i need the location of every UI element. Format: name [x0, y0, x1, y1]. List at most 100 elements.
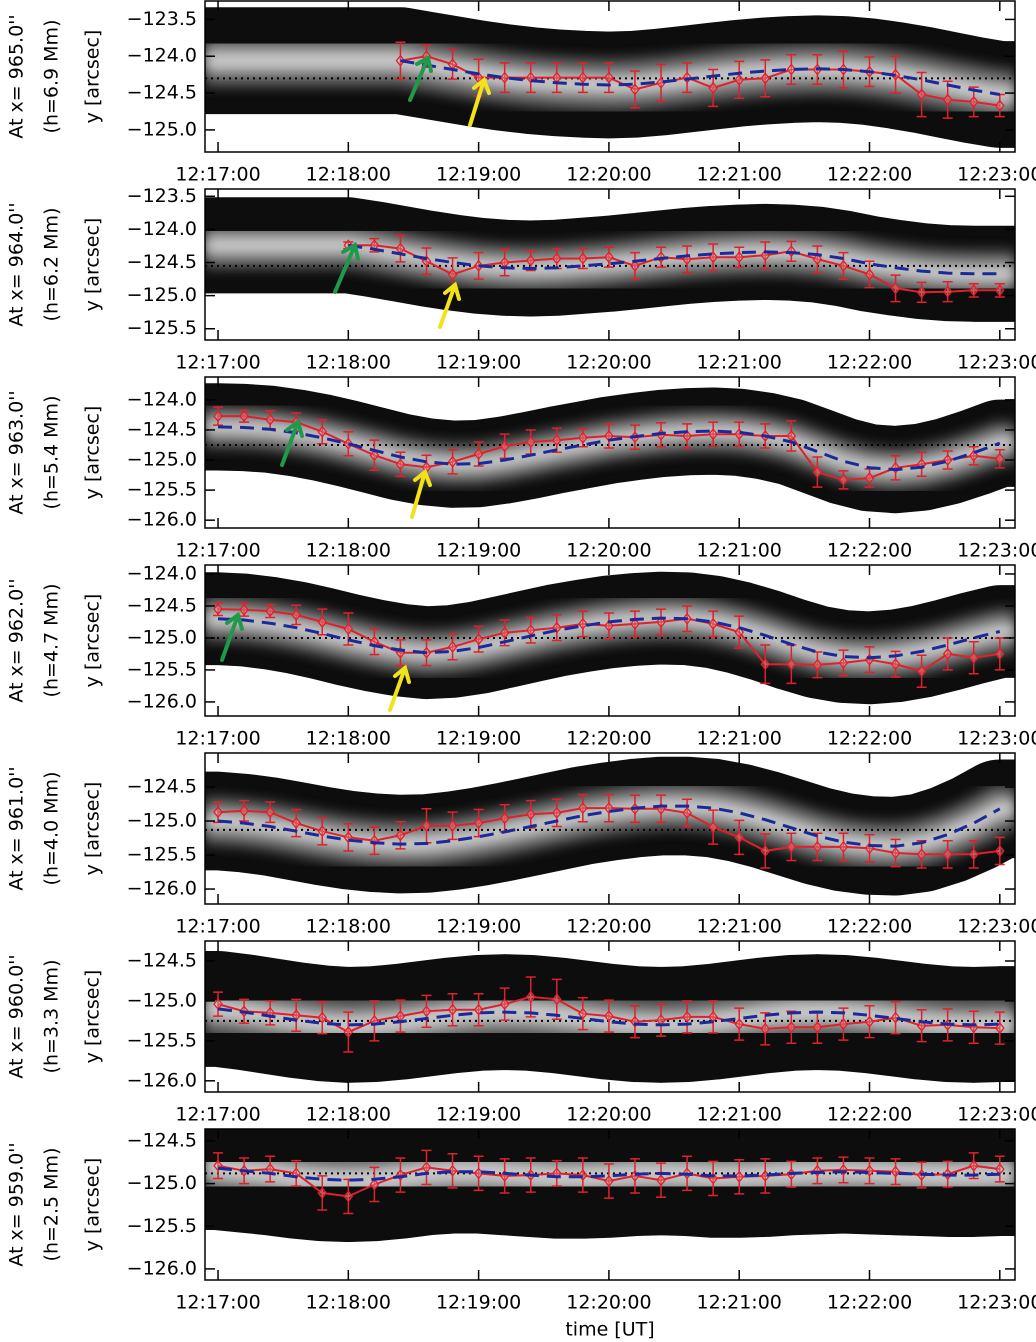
- arrow: [438, 281, 461, 329]
- data-point: [812, 253, 823, 266]
- side-label: At x= 959.0'': [6, 1142, 28, 1266]
- data-point: [473, 633, 484, 646]
- data-point: [369, 449, 380, 462]
- y-tick-label: −126.0: [127, 878, 197, 900]
- side-label: At x= 960.0'': [6, 954, 28, 1078]
- data-point: [968, 1159, 979, 1172]
- data-point: [734, 251, 745, 264]
- data-point: [578, 252, 588, 265]
- x-tick-label: 12:20:00: [566, 1104, 651, 1126]
- error-bar: [994, 1011, 1005, 1045]
- side-label: At x= 965.0'': [6, 14, 28, 138]
- error-bar: [682, 423, 693, 449]
- error-bar: [603, 423, 614, 449]
- data-point: [578, 802, 588, 815]
- error-bar: [603, 612, 614, 640]
- error-bar: [525, 62, 536, 94]
- x-tick-label: 12:22:00: [827, 540, 912, 562]
- error-bar: [656, 608, 667, 636]
- x-tick-label: 12:23:00: [957, 164, 1036, 186]
- error-bar: [994, 1155, 1005, 1183]
- panel: −123.5 −124.0 −124.5 −125.0 12:17:00 12:18:00…: [6, 0, 1036, 186]
- error-bar: [734, 60, 745, 99]
- height-label: (h=6.2 Mm): [41, 208, 63, 322]
- arrow: [280, 418, 304, 467]
- data-point: [499, 71, 510, 84]
- x-tick-label: 12:22:00: [827, 916, 912, 938]
- height-label: (h=3.3 Mm): [41, 960, 63, 1074]
- y-tick-label: −123.5: [127, 185, 197, 207]
- data-point: [551, 806, 562, 819]
- y-tick-label: −124.0: [127, 218, 197, 240]
- error-bar: [369, 439, 380, 471]
- data-point: [916, 665, 927, 678]
- error-bar: [838, 649, 849, 677]
- plot-area: [205, 189, 1015, 340]
- y-tick-label: −124.5: [127, 418, 197, 440]
- x-tick-label: 12:19:00: [436, 1104, 521, 1126]
- error-bar: [942, 839, 953, 869]
- data-point: [578, 1007, 588, 1020]
- y-tick-label: −125.0: [127, 284, 197, 306]
- data-line: [348, 244, 1000, 294]
- x-tick-label: 12:17:00: [175, 164, 260, 186]
- y-tick-label: −126.0: [127, 509, 197, 531]
- data-point: [447, 819, 458, 832]
- error-bar: [734, 1158, 745, 1195]
- x-tick-label: 12:17:00: [175, 352, 260, 374]
- x-tick-label: 12:17:00: [175, 1292, 260, 1314]
- data-point: [838, 1018, 849, 1031]
- data-point: [916, 88, 927, 101]
- error-bar: [864, 260, 875, 289]
- y-tick-label: −124.5: [127, 251, 197, 273]
- error-bar: [864, 833, 875, 863]
- x-tick-label: 12:19:00: [436, 1292, 521, 1314]
- data-point: [291, 608, 302, 621]
- panel: −124.0 −124.5 −125.0 −125.5 −126.0 12:17:00 12…: [6, 562, 1036, 749]
- error-bar: [317, 1000, 328, 1035]
- panel: −123.5 −124.0 −124.5 −125.0 −125.5 12:17:00 12…: [6, 185, 1036, 374]
- data-point: [447, 1003, 458, 1016]
- data-point: [395, 458, 406, 471]
- x-tick-label: 12:23:00: [957, 728, 1036, 750]
- error-bar: [603, 793, 614, 823]
- error-bar: [994, 836, 1005, 866]
- data-point: [604, 251, 614, 264]
- data-point: [291, 817, 302, 830]
- x-tick-label: 12:21:00: [697, 164, 782, 186]
- error-bar: [968, 1010, 979, 1045]
- y-tick-label: −126.0: [127, 1069, 197, 1091]
- error-bar: [317, 1175, 328, 1211]
- data-point: [994, 99, 1005, 112]
- height-label: (h=5.4 Mm): [41, 396, 63, 510]
- x-tick-label: 12:21:00: [697, 916, 782, 938]
- data-point: [317, 425, 328, 438]
- fit-line: [400, 59, 1001, 96]
- error-bar: [213, 1152, 224, 1180]
- data-point: [421, 1005, 432, 1018]
- data-point: [421, 819, 432, 832]
- error-bar: [708, 809, 719, 845]
- data-point: [708, 617, 718, 630]
- x-tick-label: 12:21:00: [697, 1292, 782, 1314]
- error-bar: [760, 644, 771, 685]
- x-tick-label: 12:20:00: [566, 1292, 651, 1314]
- error-bar: [760, 833, 771, 869]
- error-bar: [369, 1166, 380, 1203]
- error-bar: [786, 54, 797, 85]
- error-bar: [629, 1004, 640, 1039]
- y-tick-label: −125.0: [127, 989, 197, 1011]
- plot-frame: [204, 188, 1016, 341]
- error-bar: [838, 832, 849, 862]
- x-tick-label: 12:18:00: [306, 1292, 391, 1314]
- x-tick-label: 12:22:00: [827, 352, 912, 374]
- y-tick-label: −125.5: [127, 844, 197, 866]
- arrow: [333, 241, 360, 294]
- panel: −124.0 −124.5 −125.0 −125.5 −126.0 12:17:00 12…: [6, 376, 1036, 562]
- plot-area: [205, 753, 1015, 904]
- yellow-arrows: [388, 76, 491, 712]
- error-bar: [734, 246, 745, 268]
- error-bar: [473, 1155, 484, 1192]
- data-point: [473, 817, 484, 830]
- data-point: [656, 1174, 666, 1187]
